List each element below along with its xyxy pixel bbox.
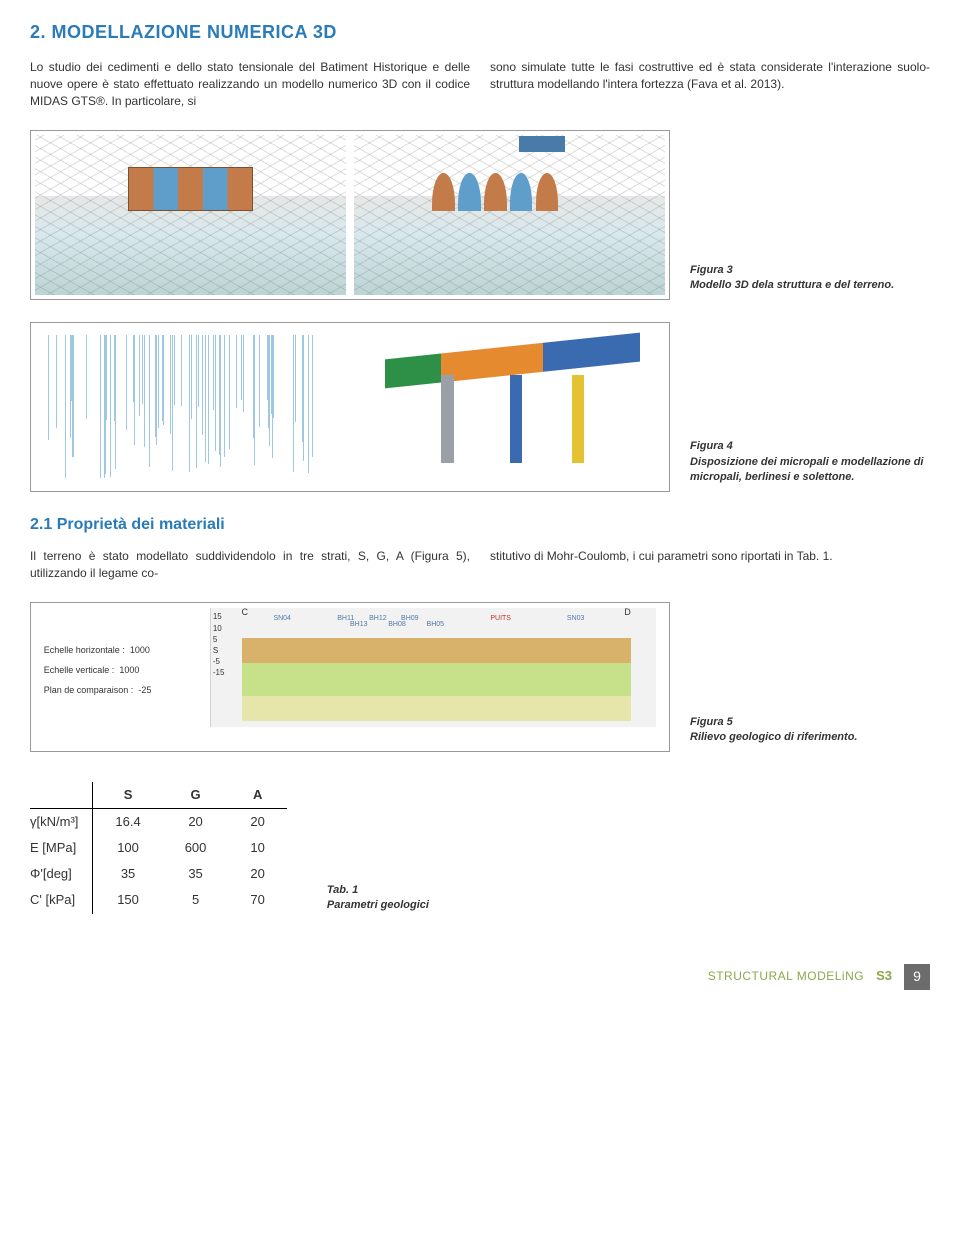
figure-4-slab [354, 327, 665, 487]
table-1-wrap: S G A γ[kN/m³]16.42020 E [MPa]10060010 Φ… [30, 782, 930, 914]
figure-5-yticks: 15 10 5 S -5 -15 [213, 611, 225, 678]
table-1-desc: Parametri geologici [327, 898, 429, 913]
figure-3-panel-left [35, 135, 346, 295]
figure-4-piles: /* piles drawn below via JS */ [35, 327, 346, 487]
table-1-h1: S [93, 782, 163, 809]
figure-3-panel-right [354, 135, 665, 295]
section-title: 2. MODELLAZIONE NUMERICA 3D [30, 20, 930, 45]
figure-5-layers [242, 638, 631, 721]
table-1-h3: A [228, 782, 286, 809]
intro-paragraph: Lo studio dei cedimenti e dello stato te… [30, 59, 930, 109]
table-1: S G A γ[kN/m³]16.42020 E [MPa]10060010 Φ… [30, 782, 287, 914]
table-row: Φ'[deg]353520 [30, 861, 287, 887]
subsection-paragraph: Il terreno è stato modellato suddividend… [30, 548, 930, 582]
figure-3-box [30, 130, 670, 300]
figure-4-label: Figura 4 [690, 439, 930, 454]
table-1-h2: G [163, 782, 229, 809]
figure-4-desc: Disposizione dei micropali e modellazion… [690, 455, 930, 486]
figure-3-desc: Modello 3D dela struttura e del terreno. [690, 278, 930, 293]
sub-col-left: Il terreno è stato modellato suddividend… [30, 548, 470, 582]
geo-layer-s [242, 638, 631, 663]
page-footer: STRUCTURAL MODELiNG S3 9 [30, 964, 930, 990]
figure-5-desc: Rilievo geologico di riferimento. [690, 730, 930, 745]
geo-layer-g [242, 663, 631, 696]
figure-5-left-labels: Echelle horizontale : 1000 Echelle verti… [44, 641, 152, 700]
table-1-label: Tab. 1 [327, 883, 429, 898]
geo-layer-a [242, 696, 631, 721]
table-row: C' [kPa]150570 [30, 887, 287, 913]
figure-3-row: Figura 3 Modello 3D dela struttura e del… [30, 130, 930, 300]
table-row: E [MPa]10060010 [30, 835, 287, 861]
footer-brand: STRUCTURAL MODELiNG [708, 968, 864, 985]
intro-col-right: sono simulate tutte le fasi costruttive … [490, 59, 930, 109]
figure-3-caption: Figura 3 Modello 3D dela struttura e del… [690, 263, 930, 300]
sub-col-right: stitutivo di Mohr-Coulomb, i cui paramet… [490, 548, 930, 582]
table-1-h0 [30, 782, 93, 809]
table-1-caption: Tab. 1 Parametri geologici [327, 883, 429, 914]
figure-5-label: Figura 5 [690, 715, 930, 730]
intro-col-left: Lo studio dei cedimenti e dello stato te… [30, 59, 470, 109]
table-row: γ[kN/m³]16.42020 [30, 808, 287, 835]
figure-3-label: Figura 3 [690, 263, 930, 278]
footer-issue: S3 [876, 967, 892, 985]
figure-4-row: /* piles drawn below via JS */ Figura 4 … [30, 322, 930, 492]
figure-4-caption: Figura 4 Disposizione dei micropali e mo… [690, 439, 930, 491]
figure-5-row: Echelle horizontale : 1000 Echelle verti… [30, 602, 930, 752]
figure-5-caption: Figura 5 Rilievo geologico di riferiment… [690, 715, 930, 752]
subsection-title: 2.1 Proprietà dei materiali [30, 514, 930, 536]
figure-4-box: /* piles drawn below via JS */ [30, 322, 670, 492]
page-number: 9 [904, 964, 930, 990]
figure-5-box: Echelle horizontale : 1000 Echelle verti… [30, 602, 670, 752]
